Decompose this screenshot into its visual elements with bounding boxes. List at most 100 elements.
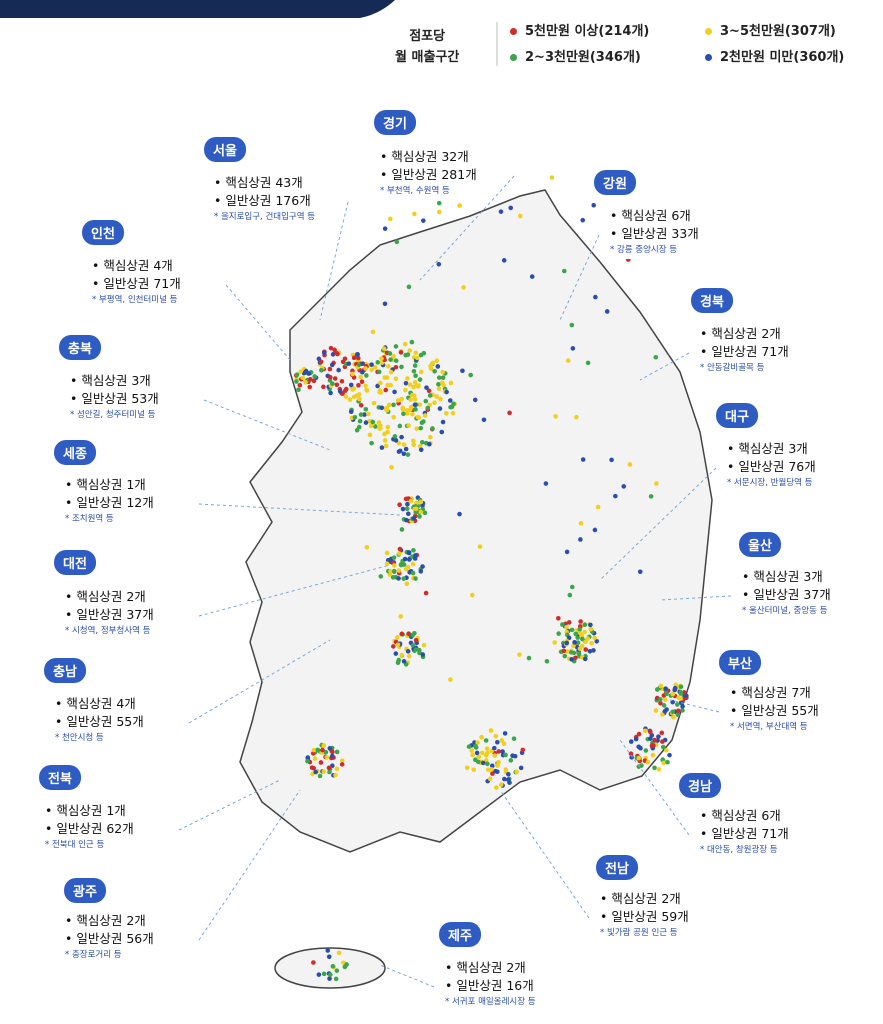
store-dot	[363, 366, 368, 371]
region-card: 핵심상권 43개일반상권 176개을지로입구, 건대입구역 등	[208, 172, 322, 226]
store-dot	[526, 655, 532, 661]
store-dot	[430, 360, 436, 366]
store-dot	[377, 380, 383, 386]
store-dot	[577, 630, 583, 636]
leader-line	[319, 201, 349, 321]
store-dot	[660, 744, 666, 750]
store-dot	[498, 782, 504, 788]
general-count: 일반상권 12개	[65, 494, 153, 512]
store-dot	[401, 451, 407, 457]
store-dot	[428, 434, 433, 440]
store-dot	[405, 649, 411, 654]
store-dot	[420, 564, 425, 569]
store-dot	[506, 771, 511, 777]
store-dot	[501, 258, 507, 263]
store-dot	[652, 737, 657, 743]
store-dot	[346, 361, 352, 366]
store-dot	[393, 651, 399, 656]
store-dot	[661, 760, 666, 766]
general-count: 일반상권 59개	[600, 908, 688, 926]
store-dot	[391, 568, 397, 574]
region-card: 핵심상권 1개일반상권 62개전북대 인근 등	[39, 800, 140, 854]
store-dot	[636, 731, 642, 737]
store-dot	[481, 417, 487, 423]
store-dot	[413, 647, 419, 652]
store-dot	[659, 730, 665, 736]
store-dot	[567, 592, 573, 598]
store-dot	[400, 506, 406, 512]
store-dot	[408, 498, 414, 504]
core-count: 핵심상권 32개	[380, 148, 477, 166]
store-dot	[591, 648, 596, 653]
store-dot	[405, 452, 411, 457]
legend-title-line: 점포당	[409, 29, 446, 44]
store-dot	[589, 640, 595, 646]
store-dot	[414, 426, 420, 432]
legend-item: 2~3천만원(346개)	[510, 46, 641, 65]
store-dot	[399, 364, 404, 370]
legend-item: 5천만원 이상(214개)	[510, 20, 649, 39]
store-dot	[580, 457, 586, 462]
store-dot	[529, 274, 535, 279]
store-dot	[352, 414, 358, 420]
store-dot	[580, 217, 586, 223]
region-note: 조치원역 등	[65, 512, 154, 526]
store-dot	[572, 640, 577, 645]
store-dot	[393, 364, 399, 370]
store-dot	[436, 261, 442, 267]
store-dot	[473, 743, 478, 749]
store-dot	[392, 389, 397, 395]
region-badge: 대구	[716, 403, 758, 428]
legend-dot	[705, 54, 712, 61]
store-dot	[461, 285, 466, 290]
store-dot	[638, 745, 643, 751]
store-dot	[330, 749, 335, 755]
store-dot	[680, 708, 685, 713]
general-count: 일반상권 281개	[380, 166, 476, 184]
store-dot	[393, 358, 399, 364]
store-dot	[658, 697, 663, 702]
store-dot	[337, 389, 343, 394]
store-dot	[560, 622, 565, 627]
store-dot	[330, 963, 336, 969]
store-dot	[410, 411, 415, 417]
general-count: 일반상권 76개	[727, 458, 815, 476]
store-dot	[420, 652, 426, 657]
store-dot	[569, 657, 575, 662]
store-dot	[399, 652, 405, 658]
store-dot	[328, 345, 334, 351]
store-dot	[351, 375, 357, 380]
core-count: 핵심상권 4개	[55, 695, 144, 713]
store-dot	[663, 747, 669, 753]
store-dot	[406, 654, 412, 659]
store-dot	[401, 411, 406, 417]
store-dot	[311, 747, 317, 753]
store-dot	[444, 410, 449, 416]
store-dot	[500, 749, 505, 754]
region-note: 안동갈비골목 등	[700, 361, 789, 375]
store-dot	[364, 373, 369, 378]
store-dot	[421, 350, 427, 356]
store-dot	[393, 344, 399, 349]
store-dot	[370, 419, 376, 425]
store-dot	[410, 632, 416, 638]
region-card: 핵심상권 2개일반상권 59개빛가람 공원 인근 등	[594, 888, 695, 942]
region-note: 부평역, 인천터미널 등	[92, 293, 181, 307]
leader-line	[619, 739, 690, 836]
store-dot	[421, 642, 427, 648]
store-dot	[588, 622, 593, 628]
store-dot	[335, 351, 340, 357]
region-card: 핵심상권 1개일반상권 12개조치원역 등	[59, 474, 160, 528]
store-dot	[492, 745, 497, 751]
store-dot	[413, 637, 419, 643]
legend-dot	[510, 28, 517, 35]
store-dot	[318, 359, 324, 365]
store-dot	[672, 685, 678, 691]
store-dot	[653, 708, 659, 713]
region-note: 을지로입구, 건대입구역 등	[214, 210, 315, 224]
store-dot	[636, 755, 642, 761]
store-dot	[578, 619, 583, 624]
region-card: 핵심상권 32개일반상권 281개부천역, 수원역 등	[374, 146, 483, 200]
store-dot	[571, 650, 577, 656]
